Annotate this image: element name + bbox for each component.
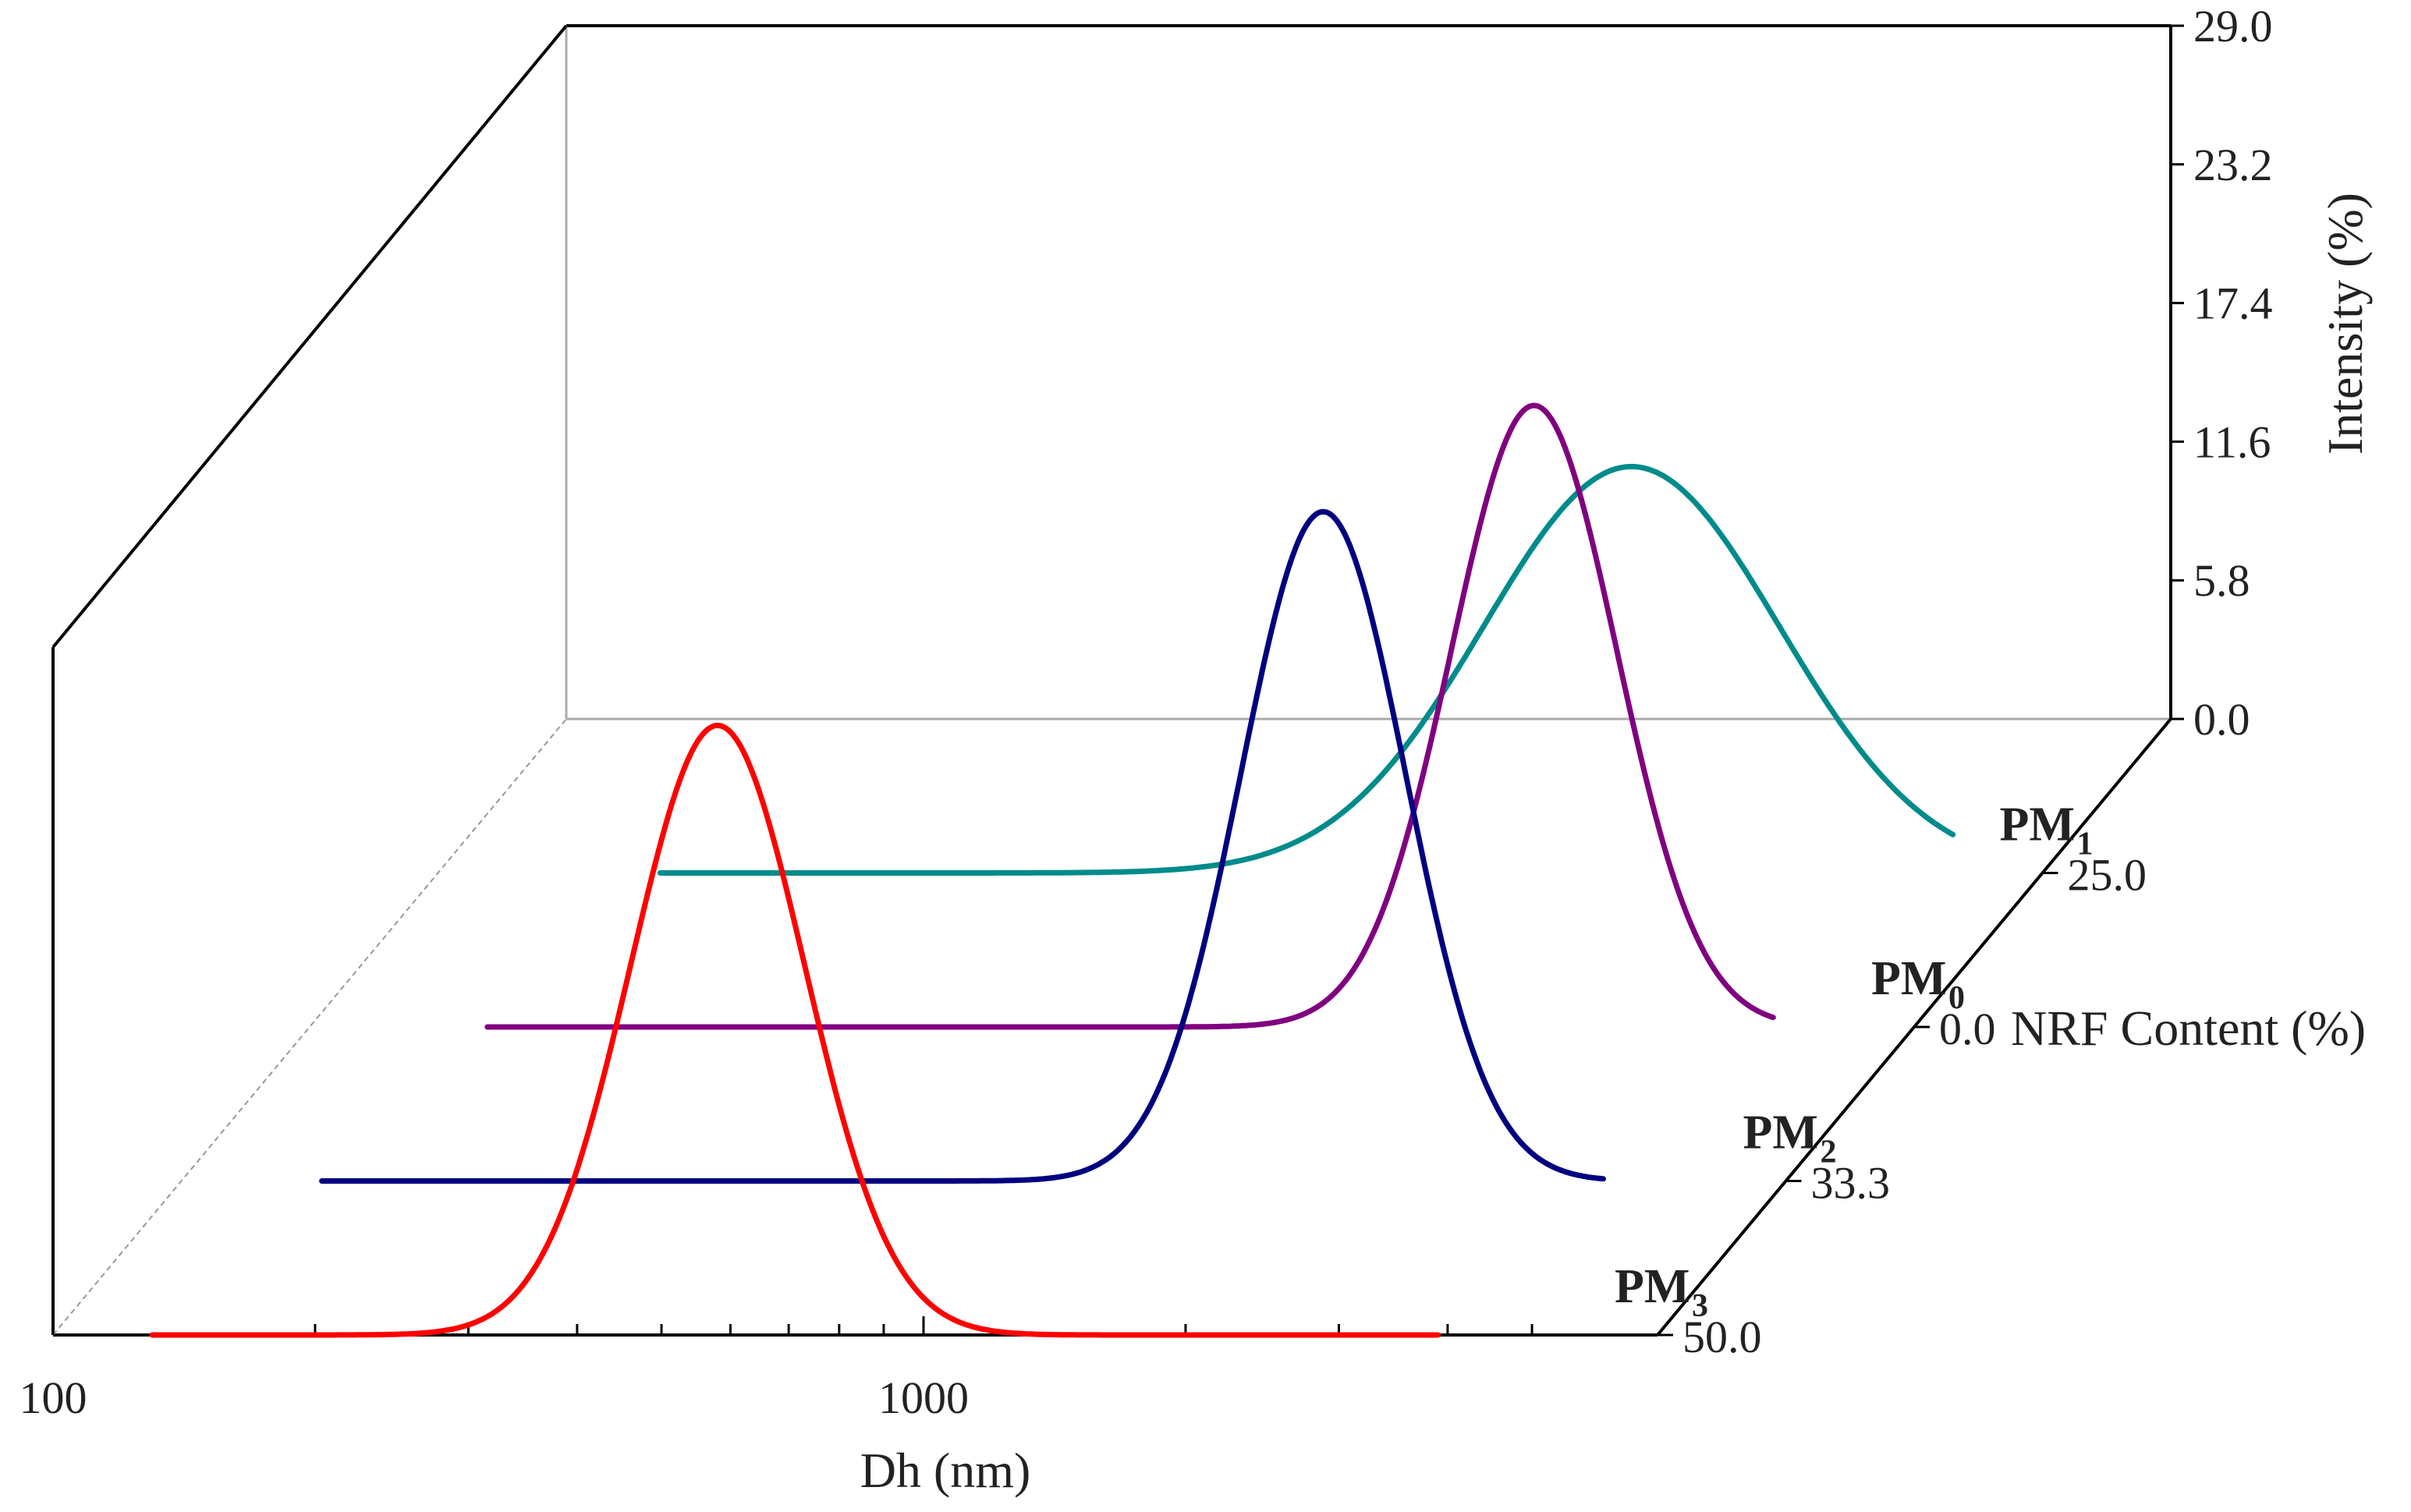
- z-tick-label: 50.0: [1682, 1312, 1762, 1362]
- series-labels: PM 1PM 0PM 2PM 3: [1615, 798, 2094, 1325]
- left-top-diagonal: [51, 24, 568, 649]
- y-tick-label: 17.4: [2193, 278, 2273, 329]
- series-label-pm1: PM 1: [2000, 798, 2094, 862]
- series-label-main: PM: [1871, 952, 1946, 1005]
- y-tick-label: 5.8: [2193, 555, 2250, 606]
- z-axis-title: NRF Content (%): [2011, 1000, 2366, 1056]
- series-label-main: PM: [2000, 798, 2075, 852]
- y-tick-label: 11.6: [2193, 416, 2271, 467]
- series-line-pm0: [484, 402, 1776, 1030]
- series-lines: [149, 402, 1956, 1338]
- series-label-main: PM: [1743, 1107, 1818, 1160]
- y-axis-ticks: 0.0 5.8 11.6 17.4 23.2 29.0: [2171, 1, 2273, 745]
- series-label-pm3: PM 3: [1615, 1260, 1708, 1324]
- x-tick-label: 100: [20, 1372, 87, 1423]
- z-tick-label: 25.0: [2068, 850, 2147, 901]
- y-tick-label: 23.2: [2193, 140, 2273, 190]
- series-label-sub: 2: [1821, 1135, 1837, 1170]
- series-label-sub: 0: [1948, 980, 1965, 1016]
- z-axis-ticks: 25.0 0.0 33.3 50.0: [1658, 850, 2147, 1362]
- y-tick-label: 29.0: [2193, 1, 2273, 51]
- series-label-sub: 1: [2077, 827, 2094, 862]
- z-tick-label: 33.3: [1811, 1158, 1891, 1209]
- x-axis-title: Dh (nm): [860, 1443, 1031, 1498]
- x-tick-label: 1000: [878, 1372, 969, 1423]
- x-axis-ticks: 100 1000: [20, 1316, 1533, 1423]
- series-label-main: PM: [1615, 1260, 1689, 1313]
- series-line-pm2: [319, 508, 1606, 1184]
- series-label-pm0: PM 0: [1871, 952, 1965, 1016]
- box-frame: [51, 24, 2172, 1337]
- series-label-sub: 3: [1692, 1288, 1708, 1324]
- y-tick-label: 0.0: [2193, 694, 2250, 745]
- series-label-pm2: PM 2: [1743, 1107, 1837, 1170]
- series-line-pm1: [657, 463, 1956, 876]
- series-line-pm3: [149, 722, 1441, 1338]
- y-axis-title: Intensity (%): [2317, 193, 2373, 455]
- z-tick-label: 0.0: [1939, 1004, 1996, 1054]
- floor-left-diagonal: [52, 718, 567, 1336]
